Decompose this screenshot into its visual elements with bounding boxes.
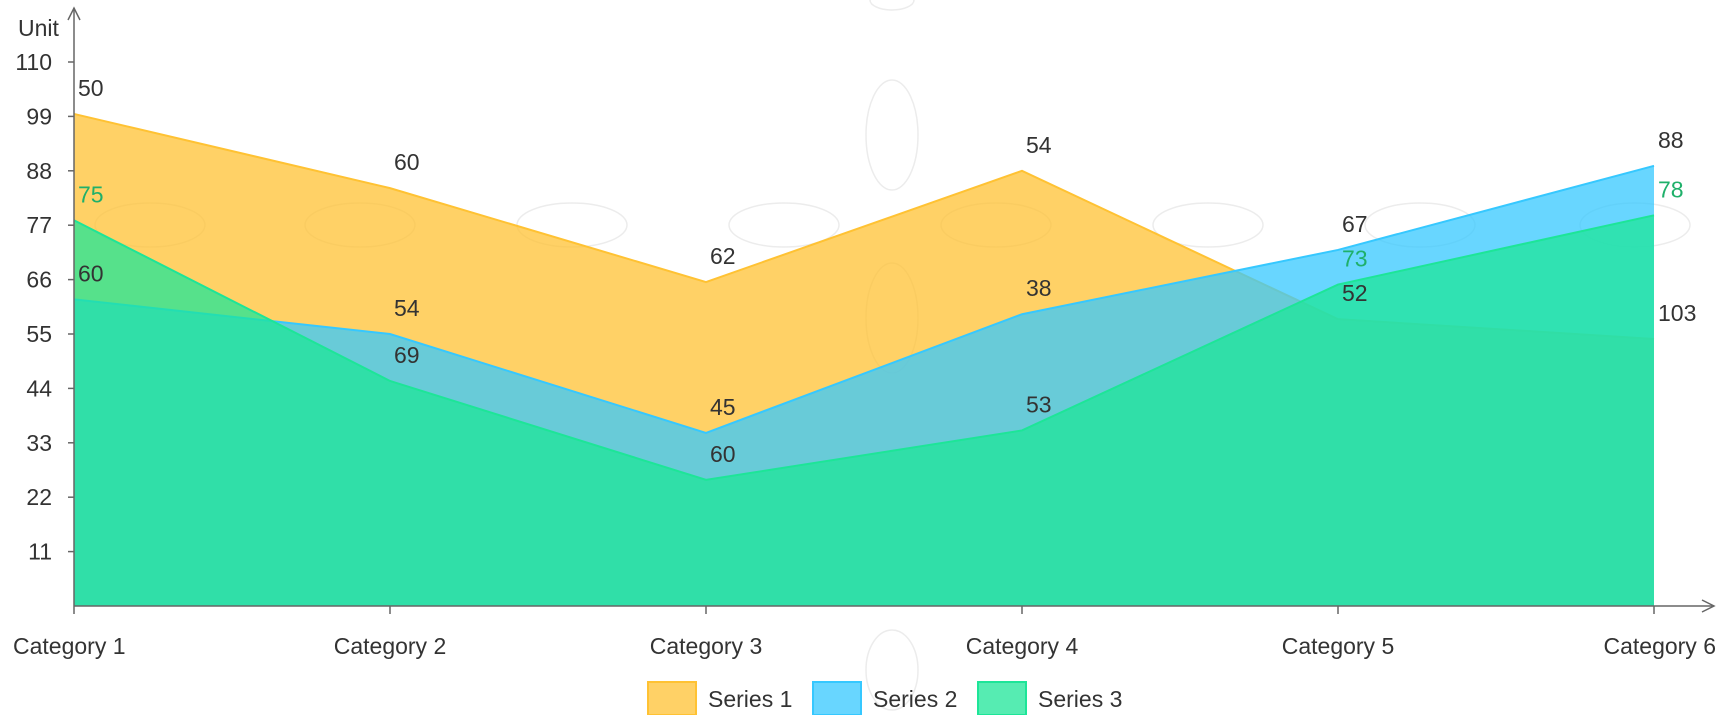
series-2-data-label: 60 (78, 260, 104, 286)
y-tick-label: 44 (26, 375, 52, 401)
series-3-area (74, 215, 1654, 607)
legend-label: Series 2 (873, 686, 957, 712)
series-2-line (73, 164, 1655, 434)
series-2-data-label: 67 (1342, 211, 1368, 237)
y-tick-label: 99 (26, 103, 52, 129)
series-3-data-label: 53 (1026, 391, 1052, 417)
y-tick-label: 77 (26, 212, 52, 238)
y-tick-label: 22 (26, 484, 52, 510)
legend-label: Series 3 (1038, 686, 1122, 712)
watermark-shape (869, 0, 915, 11)
legend-swatch (977, 681, 1027, 716)
legend-item-series-3[interactable]: Series 3 (977, 681, 1122, 716)
y-tick-label: 33 (26, 430, 52, 456)
series-2-data-label: 38 (1026, 275, 1052, 301)
x-tick-label: Category 6 (1603, 633, 1716, 659)
series-3-line (73, 214, 1655, 481)
legend-label: Series 1 (708, 686, 792, 712)
data-labels: 50 60 62 54 52 103 60 54 45 38 67 88 75 69 60 53 73 78 (78, 75, 1696, 467)
legend: Series 1 Series 2 Series 3 (647, 681, 1122, 716)
axes: Unit 11 22 33 44 55 66 77 88 99 110 Category 1 Categ… (13, 6, 1716, 659)
legend-swatch (647, 681, 697, 716)
y-tick-label: 66 (26, 267, 52, 293)
x-axis-arrow (1701, 599, 1716, 613)
legend-item-series-1[interactable]: Series 1 (647, 681, 792, 716)
series-3-data-label: 60 (710, 441, 736, 467)
series-1-data-label: 52 (1342, 280, 1368, 306)
series-1-data-label: 60 (394, 149, 420, 175)
watermark-shape (865, 79, 919, 191)
series-2-data-label: 54 (394, 295, 420, 321)
series-2-data-label: 88 (1658, 127, 1684, 153)
x-tick-label: Category 4 (966, 633, 1079, 659)
legend-swatch (812, 681, 862, 716)
series-1-data-label: 50 (78, 75, 104, 101)
y-tick-label: 110 (15, 49, 52, 75)
series-3-data-label: 69 (394, 342, 420, 368)
y-tick-label: 88 (26, 158, 52, 184)
legend-item-series-2[interactable]: Series 2 (812, 681, 957, 716)
watermark-shape (728, 202, 840, 248)
y-axis-arrow (67, 6, 81, 21)
watermark-shape (1152, 202, 1264, 248)
y-axis-title: Unit (18, 15, 60, 41)
series-3-data-label: 73 (1342, 246, 1368, 272)
x-tick-label: Category 3 (650, 633, 763, 659)
x-tick-label: Category 2 (334, 633, 447, 659)
x-tick-label: Category 5 (1282, 633, 1395, 659)
y-tick-label: 11 (28, 539, 52, 565)
x-tick-label: Category 1 (13, 633, 126, 659)
series-1-data-label: 62 (710, 243, 736, 269)
series-3-data-label: 75 (78, 181, 104, 207)
series-areas (73, 112, 1655, 607)
series-2-data-label: 45 (710, 394, 736, 420)
series-1-data-label: 54 (1026, 132, 1052, 158)
series-3-data-label: 78 (1658, 176, 1684, 202)
series-1-data-label: 103 (1658, 300, 1696, 326)
watermark-shape (865, 629, 919, 711)
y-tick-label: 55 (26, 321, 52, 347)
